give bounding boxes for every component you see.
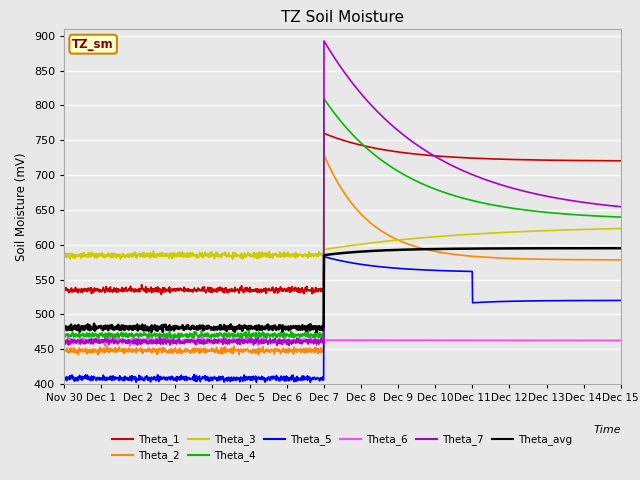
Theta_3 (228, 256, 236, 262)
Theta_4 (126, 331, 134, 336)
Theta_5 (132, 379, 140, 385)
Theta_6 (297, 337, 305, 343)
Theta_3 (103, 252, 111, 258)
Theta_2 (60, 347, 68, 352)
Theta_2 (297, 346, 305, 351)
Theta_1 (126, 285, 134, 291)
Theta_2 (320, 152, 328, 157)
Theta_5 (318, 377, 326, 383)
Theta_2 (103, 347, 111, 353)
Theta_4 (103, 331, 111, 336)
Theta_3 (126, 253, 134, 259)
Theta_4 (297, 331, 305, 337)
Theta_7 (308, 340, 316, 346)
Theta_avg (103, 324, 111, 330)
Theta_4 (378, 157, 385, 163)
Theta_6 (617, 337, 625, 343)
Theta_2 (308, 348, 316, 354)
Line: Theta_2: Theta_2 (64, 155, 621, 355)
Theta_3 (617, 226, 625, 231)
Line: Theta_1: Theta_1 (64, 133, 621, 295)
Theta_3 (378, 239, 385, 245)
Title: TZ Soil Moisture: TZ Soil Moisture (281, 10, 404, 25)
Theta_1 (617, 158, 625, 164)
Theta_6 (126, 339, 134, 345)
Theta_avg (318, 324, 326, 329)
Theta_avg (126, 324, 134, 330)
Theta_6 (60, 336, 68, 341)
Theta_5 (617, 298, 625, 303)
Theta_7 (103, 336, 111, 342)
Theta_7 (126, 339, 134, 345)
Theta_2 (255, 352, 262, 358)
Theta_6 (378, 337, 385, 343)
Theta_4 (164, 337, 172, 343)
Theta_2 (378, 228, 385, 234)
Theta_7 (320, 38, 328, 44)
Theta_7 (60, 337, 68, 343)
Theta_avg (296, 326, 304, 332)
Theta_1 (308, 291, 316, 297)
Theta_avg (308, 324, 316, 329)
Theta_5 (60, 377, 68, 383)
Theta_1 (318, 288, 326, 293)
Theta_1 (103, 287, 111, 293)
Theta_6 (308, 338, 316, 344)
Theta_7 (378, 113, 385, 119)
Y-axis label: Soil Moisture (mV): Soil Moisture (mV) (15, 152, 28, 261)
Theta_3 (60, 255, 68, 261)
Theta_7 (617, 204, 625, 210)
Theta_6 (101, 343, 109, 349)
Theta_7 (318, 340, 326, 346)
Theta_7 (297, 336, 305, 342)
Line: Theta_7: Theta_7 (64, 41, 621, 346)
Theta_4 (617, 214, 625, 220)
Theta_2 (318, 348, 326, 354)
Theta_5 (297, 377, 305, 383)
Theta_7 (285, 343, 293, 348)
Theta_3 (318, 252, 326, 258)
Theta_4 (60, 334, 68, 339)
Theta_1 (378, 146, 385, 152)
Theta_4 (320, 96, 328, 102)
Theta_3 (308, 252, 316, 258)
Line: Theta_avg: Theta_avg (64, 248, 621, 332)
Theta_5 (126, 377, 134, 383)
Theta_2 (126, 346, 134, 351)
Text: TZ_sm: TZ_sm (72, 37, 114, 51)
Theta_1 (157, 292, 165, 298)
Theta_4 (318, 333, 326, 339)
Theta_5 (320, 254, 328, 260)
Theta_1 (60, 287, 68, 292)
Theta_avg (60, 323, 68, 328)
Theta_2 (617, 257, 625, 263)
Theta_avg (378, 248, 385, 253)
Theta_6 (104, 336, 111, 342)
Line: Theta_5: Theta_5 (64, 257, 621, 382)
Theta_6 (319, 337, 326, 343)
Legend: Theta_1, Theta_2, Theta_3, Theta_4, Theta_5, Theta_6, Theta_7, Theta_avg: Theta_1, Theta_2, Theta_3, Theta_4, Thet… (108, 430, 577, 466)
Text: Time: Time (593, 425, 621, 435)
Theta_1 (297, 287, 305, 293)
Line: Theta_3: Theta_3 (64, 228, 621, 259)
Theta_3 (297, 252, 305, 257)
Line: Theta_6: Theta_6 (64, 336, 621, 346)
Theta_4 (308, 334, 316, 339)
Theta_5 (308, 375, 316, 381)
Theta_5 (378, 264, 385, 270)
Line: Theta_4: Theta_4 (64, 99, 621, 340)
Theta_avg (313, 329, 321, 335)
Theta_6 (307, 334, 315, 339)
Theta_5 (103, 374, 111, 380)
Theta_avg (617, 245, 625, 251)
Theta_1 (320, 131, 328, 136)
